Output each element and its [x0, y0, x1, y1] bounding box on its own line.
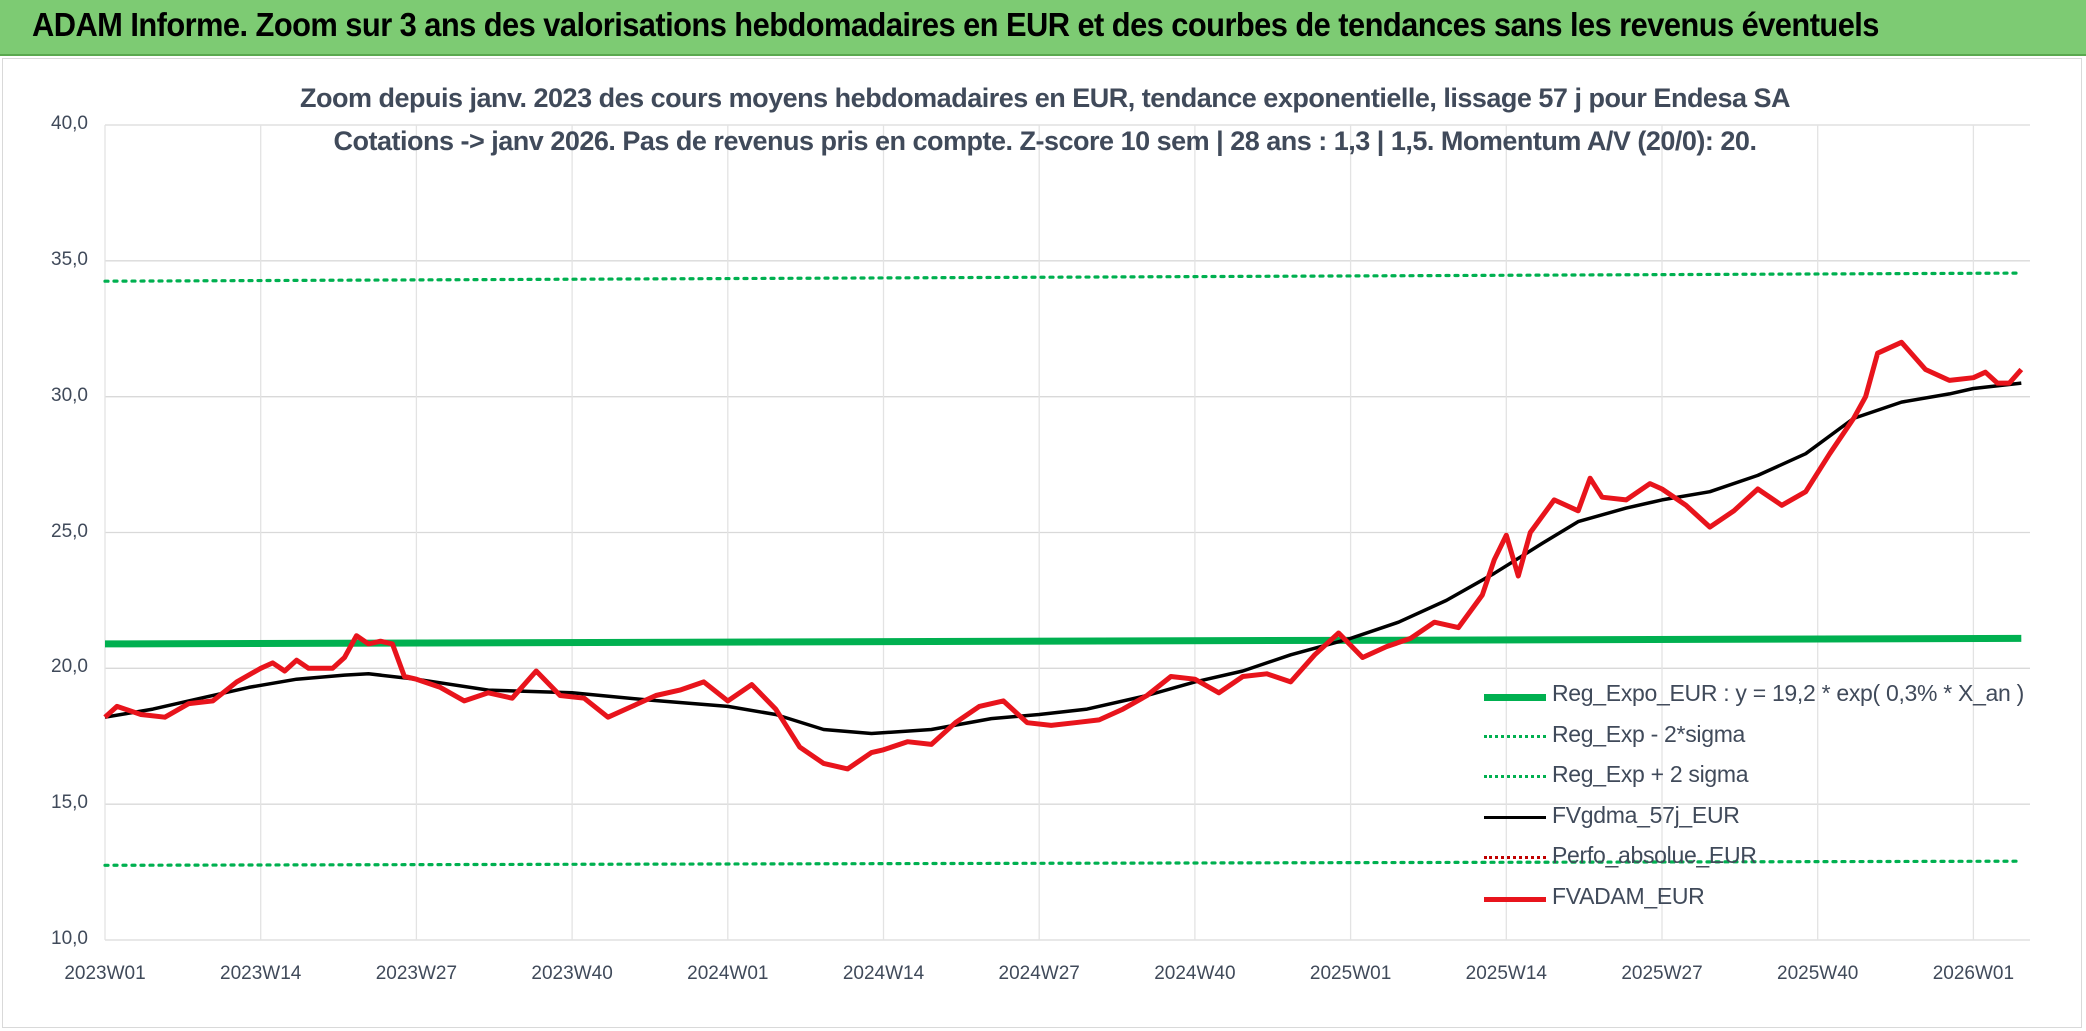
report-banner: ADAM Informe. Zoom sur 3 ans des valoris…	[0, 0, 2086, 56]
x-tick-label: 2025W27	[1621, 963, 1703, 984]
x-tick-label: 2025W14	[1465, 963, 1547, 984]
x-tick-label: 2024W27	[998, 963, 1080, 984]
legend-item: FVADAM_EUR	[1480, 881, 2040, 922]
legend-item: FVgdma_57j_EUR	[1480, 800, 2040, 841]
legend-label: Reg_Exp - 2*sigma	[1552, 720, 1746, 747]
legend-item: Reg_Exp + 2 sigma	[1480, 759, 2040, 800]
y-tick-label: 15,0	[51, 792, 88, 814]
y-tick-label: 30,0	[51, 384, 88, 406]
legend-swatch	[1484, 775, 1546, 778]
legend-item: Reg_Expo_EUR : y = 19,2 * exp( 0,3% * X_…	[1480, 678, 2040, 719]
legend-swatch	[1484, 896, 1546, 902]
legend-label: FVgdma_57j_EUR	[1552, 801, 1740, 828]
x-tick-label: 2024W01	[687, 963, 769, 984]
x-tick-label: 2023W40	[531, 963, 613, 984]
series-line-reg_exp	[103, 271, 2023, 283]
legend-label: FVADAM_EUR	[1552, 882, 1705, 909]
x-tick-label: 2024W14	[842, 963, 925, 984]
y-tick-label: 35,0	[51, 248, 88, 270]
legend-label: Perfo_absolue_EUR	[1552, 842, 1757, 868]
chart-title: Zoom depuis janv. 2023 des cours moyens …	[300, 83, 1791, 113]
series-line-reg_expo_eur	[104, 634, 2022, 648]
x-tick-label: 2026W01	[1932, 963, 2015, 984]
y-tick-label: 40,0	[51, 113, 88, 134]
x-tick-label: 2023W27	[375, 963, 458, 984]
x-tick-label: 2023W14	[220, 963, 302, 984]
legend-swatch	[1484, 694, 1546, 701]
chart-subtitle: Cotations -> janv 2026. Pas de revenus p…	[333, 126, 1757, 156]
series-line-reg_exp	[103, 859, 2023, 867]
x-tick-label: 2025W40	[1777, 963, 1859, 984]
chart-frame	[2, 58, 2082, 1028]
y-tick-label: 10,0	[51, 928, 88, 949]
x-tick-label: 2023W01	[64, 963, 146, 984]
x-tick-label: 2025W01	[1309, 963, 1392, 984]
legend-swatch	[1484, 815, 1546, 819]
legend-swatch	[1484, 856, 1546, 859]
y-tick-label: 20,0	[51, 656, 88, 678]
legend-swatch	[1484, 734, 1546, 738]
series-line-fvadam_eur	[103, 339, 2024, 772]
legend-label: Reg_Expo_EUR : y = 19,2 * exp( 0,3% * X_…	[1552, 680, 2024, 706]
legend-label: Reg_Exp + 2 sigma	[1552, 761, 1749, 787]
chart-legend: Reg_Expo_EUR : y = 19,2 * exp( 0,3% * X_…	[1480, 678, 2040, 921]
y-tick-label: 25,0	[51, 520, 88, 542]
legend-item: Reg_Exp - 2*sigma	[1480, 719, 2040, 760]
legend-item: Perfo_absolue_EUR	[1480, 840, 2040, 881]
banner-title: ADAM Informe. Zoom sur 3 ans des valoris…	[32, 6, 1879, 43]
x-tick-label: 2024W40	[1154, 963, 1236, 984]
